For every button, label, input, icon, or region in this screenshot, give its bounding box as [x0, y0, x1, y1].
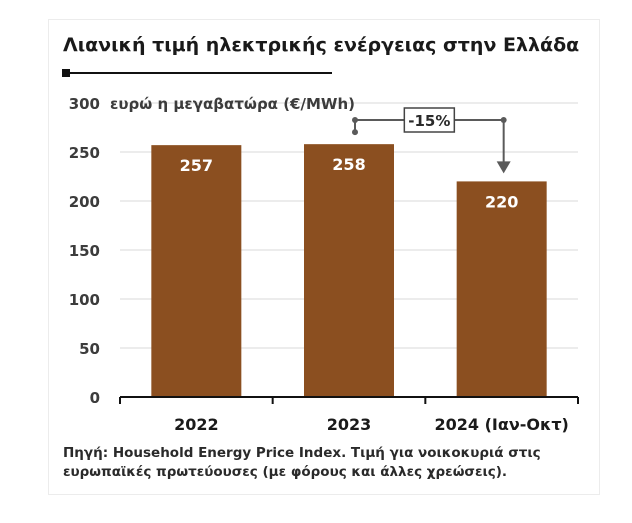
y-tick-label: 50	[79, 340, 100, 358]
bracket-dot	[500, 117, 507, 123]
y-tick-label: 0	[90, 389, 100, 407]
y-tick-label: 250	[69, 144, 100, 162]
x-category-label: 2022	[174, 415, 219, 434]
bar-chart: 0 50 100 150 200 250 300 ευρώ η μεγαβατώρα (€/M…	[69, 95, 579, 434]
y-axis-label: ευρώ η μεγαβατώρα (€/MWh)	[110, 95, 355, 113]
change-label-box	[403, 107, 456, 133]
bar-value-label: 257	[180, 156, 213, 175]
y-tick-label: 100	[69, 291, 100, 309]
source-note: Πηγή: Household Energy Price Index. Τιμή…	[63, 445, 541, 480]
arrow-head	[496, 161, 511, 174]
bar-value-label: 258	[332, 155, 365, 174]
x-category-label: 2023	[327, 415, 372, 434]
bracket-dot	[352, 117, 358, 123]
y-tick-label: 150	[69, 242, 100, 260]
bar	[151, 145, 242, 397]
title-rule	[66, 72, 332, 74]
bar-value-label: 220	[485, 192, 518, 211]
bar	[456, 181, 547, 397]
y-tick-label: 200	[69, 193, 100, 211]
x-category-label: 2024 (Ιαν-Οκτ)	[434, 415, 568, 434]
chart-title: Λιανική τιμή ηλεκτρικής ενέργειας στην Ε…	[63, 34, 580, 56]
bracket-dot	[352, 129, 358, 136]
y-tick-label: 300	[69, 95, 100, 113]
change-label: -15%	[408, 112, 450, 130]
bar	[304, 144, 394, 397]
